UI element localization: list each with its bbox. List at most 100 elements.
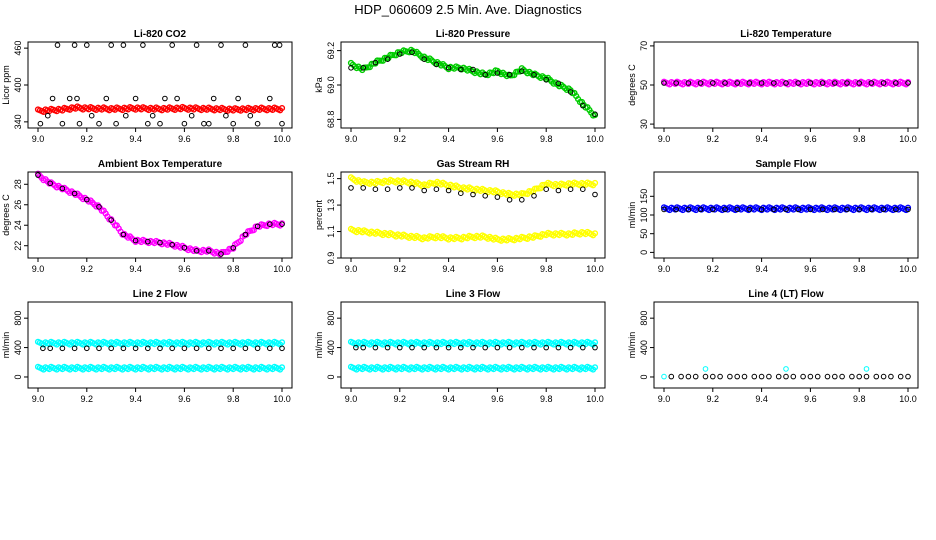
x-tick-label: 9.0 [658,394,671,404]
data-point [519,68,525,74]
data-point [74,95,80,102]
y-tick-label: 0 [639,250,649,255]
data-point [278,104,286,112]
data-point [849,373,855,380]
plot-frame [653,301,919,389]
data-point [242,231,249,238]
data-point [421,187,428,194]
x-tick-label: 9.2 [394,134,407,144]
data-point [230,245,236,251]
data-point [880,80,887,86]
panel-title: Line 3 Flow [446,289,501,300]
x-tick-label: 9.4 [755,394,768,404]
data-point [888,373,894,380]
data-point [519,197,525,203]
series-co2-raw [34,103,286,116]
data-point [66,95,73,102]
data-point [783,80,789,86]
y-axis-label: Licor ppm [1,65,11,105]
y-tick-label: 69.0 [326,76,336,94]
data-point [76,120,83,127]
data-point [844,80,850,86]
y-axis-label: degrees C [1,194,11,236]
data-point [482,193,489,199]
y-tick-label: 800 [326,311,336,326]
series-line-3-avg [353,344,598,351]
data-point [140,42,146,48]
series-rh-lower [347,225,599,244]
data-point [905,80,911,86]
data-point [741,373,748,380]
data-point [905,206,911,213]
panel-4: Ambient Box Temperature degrees C 9.0 9.2 9.… [1,159,293,274]
data-point [145,238,151,245]
x-tick-label: 9.4 [755,134,768,144]
data-point [433,61,440,68]
data-point [494,194,501,200]
x-tick-label: 9.6 [178,134,191,144]
x-tick-label: 9.2 [81,394,94,404]
data-point [567,89,574,95]
x-tick-label: 9.8 [227,134,240,144]
data-point [47,180,54,187]
data-point [697,80,704,86]
x-tick-label: 9.6 [804,394,817,404]
x-tick-label: 9.4 [129,134,142,144]
data-point [807,206,814,213]
data-point [210,95,217,102]
series-co2-avg [37,42,285,127]
data-point [174,95,180,102]
data-point [807,80,814,86]
data-point [230,120,236,127]
data-point [592,191,598,198]
data-point [771,80,777,86]
x-tick-label: 9.6 [804,264,817,274]
y-tick-label: 0 [639,374,649,379]
x-tick-label: 9.0 [345,134,358,144]
data-point [384,56,391,63]
y-tick-label: 400 [326,340,336,355]
data-point [84,345,90,352]
data-point [445,187,452,194]
data-point [661,80,667,86]
data-point [458,190,464,196]
data-point [758,373,765,380]
series-group [34,338,286,373]
data-point [819,206,826,213]
data-point [751,373,758,380]
data-point [702,366,709,372]
x-tick-label: 9.0 [658,134,671,144]
data-point [692,373,699,380]
data-point [717,373,723,380]
data-point [893,206,899,213]
y-tick-label: 26 [13,200,23,210]
series-line-3-lower [347,363,599,373]
data-point [218,42,224,48]
series-line-2-upper [34,338,286,348]
x-tick-label: 9.0 [345,264,358,274]
plot-frame [27,171,293,259]
data-point [235,95,241,102]
x-tick-label: 9.8 [227,394,240,404]
data-point [531,344,537,351]
y-axis-label: ml/min [314,332,324,359]
data-point [856,80,863,86]
data-point [710,80,716,86]
y-tick-label: 28 [13,179,23,189]
data-point [868,206,875,213]
y-tick-label: 800 [13,311,23,326]
x-tick-label: 9.0 [32,394,45,404]
series-group [347,46,599,119]
y-tick-label: 800 [639,311,649,326]
data-point [96,204,102,210]
figure-title: HDP_060609 2.5 Min. Ave. Diagnostics [354,2,582,17]
data-point [181,120,188,127]
series-group [347,174,599,244]
data-point [555,344,562,351]
data-point [120,231,127,238]
data-point [157,120,163,127]
data-point [409,344,415,351]
data-point [360,344,367,351]
y-tick-label: 1.3 [326,199,336,212]
